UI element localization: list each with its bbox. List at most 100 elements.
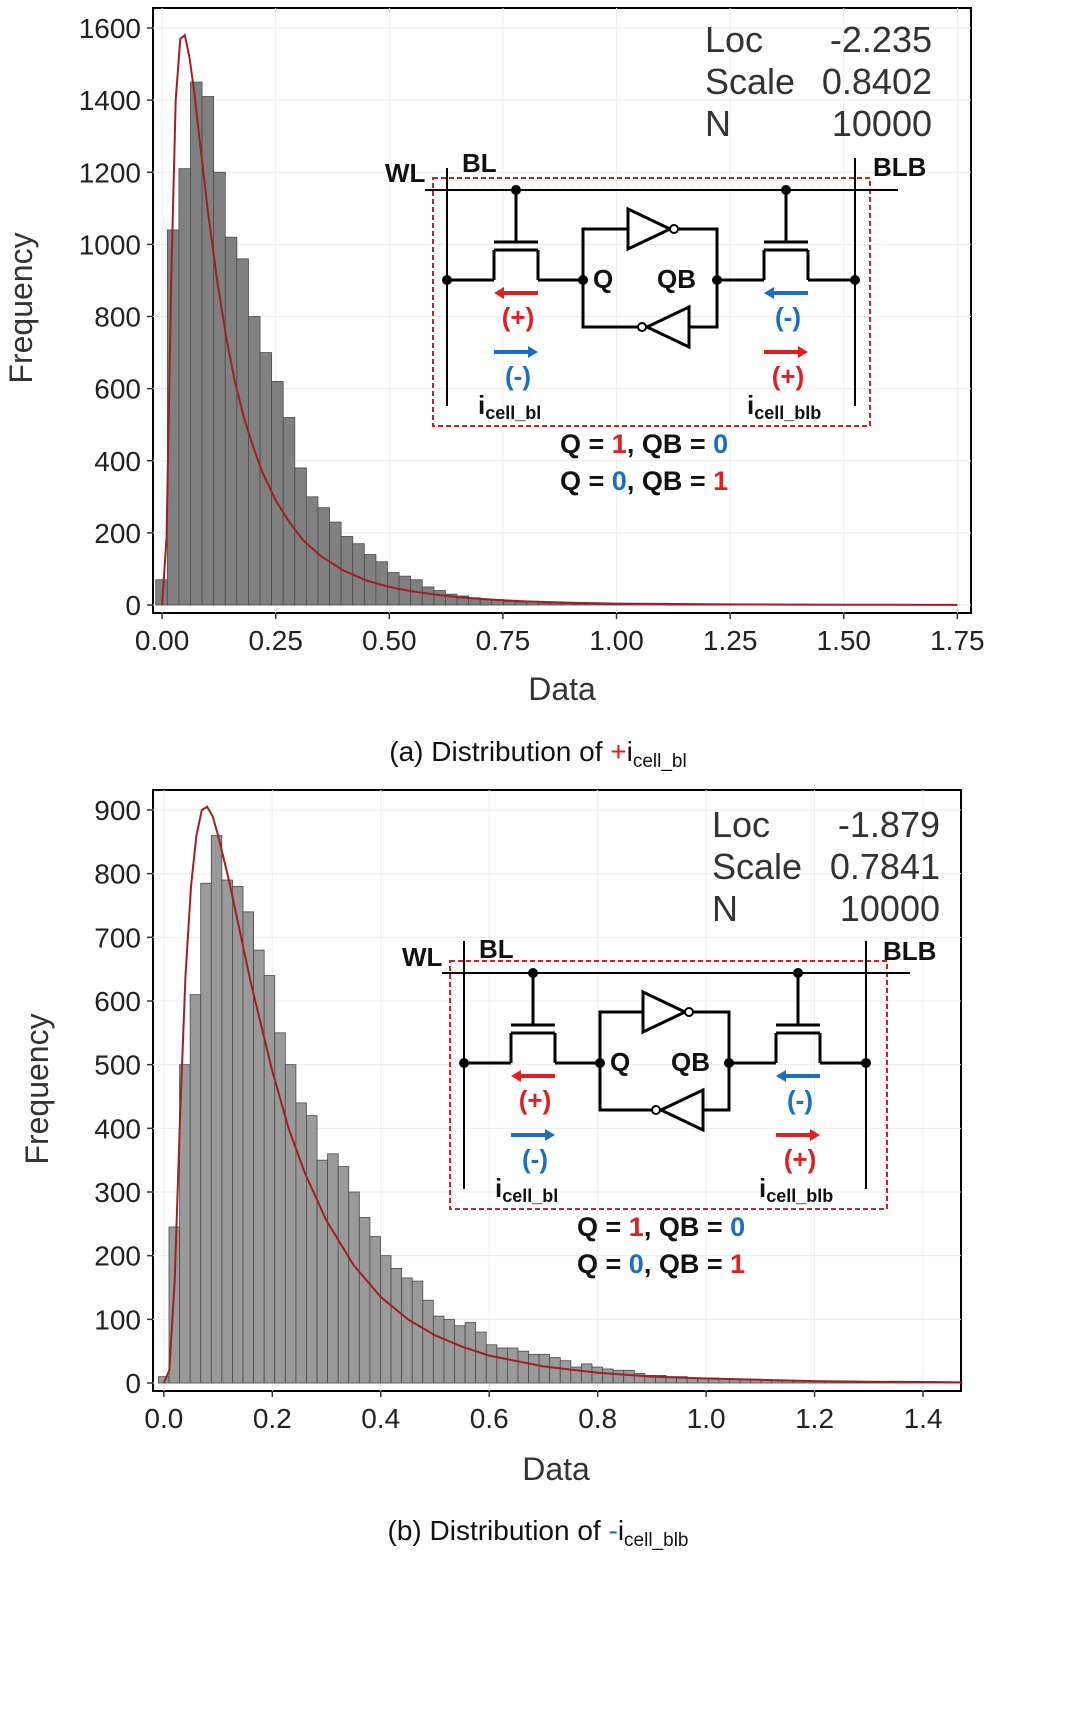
x-tick-label: 1.00	[589, 625, 644, 656]
inverter-top-b	[641, 989, 689, 1035]
access-transistor-left-a	[447, 190, 583, 282]
y-tick-label: 600	[94, 986, 141, 1017]
stat-value-scale-a: 0.8402	[822, 61, 932, 102]
access-transistor-right-b	[729, 973, 866, 1065]
histogram-bar	[190, 81, 203, 606]
arrowhead	[494, 287, 504, 299]
histogram-bar	[454, 1325, 466, 1384]
stat-label-loc-b: Loc	[712, 804, 770, 845]
y-tick-label: 400	[94, 446, 141, 477]
inverter-bottom-a	[643, 304, 691, 350]
arrowhead	[764, 287, 774, 299]
eq-q-value: 0	[612, 466, 627, 496]
panel-a: 0.00 0.25 0.50 0.75 1.00 1.25 1.50 1.75 0 200 400 6…	[3, 7, 985, 772]
arrowhead	[511, 1070, 521, 1082]
histogram-bar	[306, 1115, 318, 1384]
y-tick-label: 1400	[79, 85, 141, 116]
stat-value-n-a: 10000	[832, 103, 932, 144]
x-tick-label: 0.75	[476, 625, 531, 656]
histogram-bar	[221, 879, 233, 1384]
histogram-bar	[485, 1344, 498, 1384]
bl-label-a: BL	[462, 148, 497, 178]
x-tick-label: 1.25	[703, 625, 758, 656]
q-label-b: Q	[610, 1047, 630, 1077]
stat-value-n-b: 10000	[840, 888, 940, 929]
inverter-bubble	[651, 1105, 661, 1115]
histogram-bar	[433, 590, 446, 606]
access-transistor-left-b	[464, 973, 600, 1065]
histogram-bar	[502, 600, 516, 606]
i-letter: i	[759, 1173, 766, 1203]
y-tick-label: 800	[94, 302, 141, 333]
eq-text: Q =	[577, 1249, 629, 1279]
x-axis-label-a: Data	[528, 671, 596, 707]
plus-label-left-b: (+)	[519, 1085, 552, 1115]
y-tick-label: 0	[125, 590, 141, 621]
histogram-bar	[549, 602, 562, 606]
caption-b: (b) Distribution of -icell_blb	[388, 1515, 689, 1551]
arrowhead	[776, 1070, 786, 1082]
y-axis-label-a: Frequency	[3, 232, 39, 383]
x-tick-label: 0.2	[253, 1403, 292, 1434]
sram-cell-diagram-b: WL BL BLB Q QB (+) (-) icell_bl	[402, 934, 936, 1279]
fit-curve-a	[161, 33, 958, 606]
wl-label-b: WL	[402, 942, 443, 972]
stat-label-n-a: N	[705, 103, 731, 144]
node-dot	[459, 1058, 469, 1068]
histogram-bar	[602, 1368, 614, 1384]
stat-value-loc-b: -1.879	[838, 804, 940, 845]
histogram-bar	[189, 994, 202, 1384]
x-tick-label: 0.6	[470, 1403, 509, 1434]
histogram-bar	[316, 1159, 329, 1384]
caption-a: (a) Distribution of +icell_bl	[389, 736, 686, 772]
histogram-bar	[612, 1369, 625, 1384]
x-tick-label: 0.00	[135, 625, 190, 656]
blb-label-a: BLB	[873, 152, 926, 182]
stat-label-scale-a: Scale	[705, 61, 795, 102]
x-tick-label: 0.0	[144, 1403, 183, 1434]
blb-label-b: BLB	[883, 936, 936, 966]
inverter-top-a	[626, 206, 674, 252]
histogram-bar	[284, 1064, 297, 1384]
minus-label-right-b: (-)	[787, 1085, 813, 1115]
histogram-bar	[236, 258, 249, 606]
eq-qb-value: 0	[730, 1212, 745, 1242]
stat-label-scale-b: Scale	[712, 846, 802, 887]
eq-text: Q =	[560, 466, 612, 496]
histogram-bar	[327, 1153, 339, 1384]
state-eq-1-b: Q = 1, QB = 0	[577, 1212, 745, 1242]
histogram-bar	[475, 1331, 487, 1384]
arrowhead	[545, 1129, 555, 1141]
histogram-bar	[581, 1363, 593, 1384]
histogram-bar	[421, 586, 435, 606]
icell-bl-label-b: icell_bl	[495, 1173, 558, 1206]
y-tick-label: 1200	[79, 157, 141, 188]
caption-text: (a) Distribution of	[389, 736, 610, 767]
histogram-bar	[549, 1357, 561, 1384]
qb-label-b: QB	[671, 1047, 710, 1077]
caption-text: (b) Distribution of	[388, 1515, 609, 1546]
histogram-bar	[224, 236, 238, 606]
minus-label-left-b: (-)	[522, 1144, 548, 1174]
histogram-bar	[348, 1191, 360, 1384]
x-tick-label: 0.8	[578, 1403, 617, 1434]
histogram-bar	[200, 882, 212, 1384]
histogram-bar	[537, 602, 551, 606]
histogram-bar	[282, 417, 296, 606]
icell-blb-label-b: icell_blb	[759, 1173, 833, 1206]
histogram-bar	[422, 1299, 434, 1384]
minus-label-left-a: (-)	[505, 361, 531, 391]
latch-wires-a	[581, 227, 719, 329]
histogram-bar	[263, 975, 276, 1384]
stat-value-loc-a: -2.235	[830, 19, 932, 60]
arrowhead	[528, 346, 538, 358]
qb-label-a: QB	[657, 264, 696, 294]
histogram-bar	[401, 1277, 413, 1384]
histogram-bar	[295, 1102, 307, 1384]
x-tick-label: 0.4	[361, 1403, 400, 1434]
inverter-bubble	[637, 322, 647, 332]
i-letter: i	[495, 1173, 502, 1203]
node-dot	[442, 275, 452, 285]
y-axis-label-b: Frequency	[19, 1013, 55, 1164]
arrowhead	[798, 346, 808, 358]
